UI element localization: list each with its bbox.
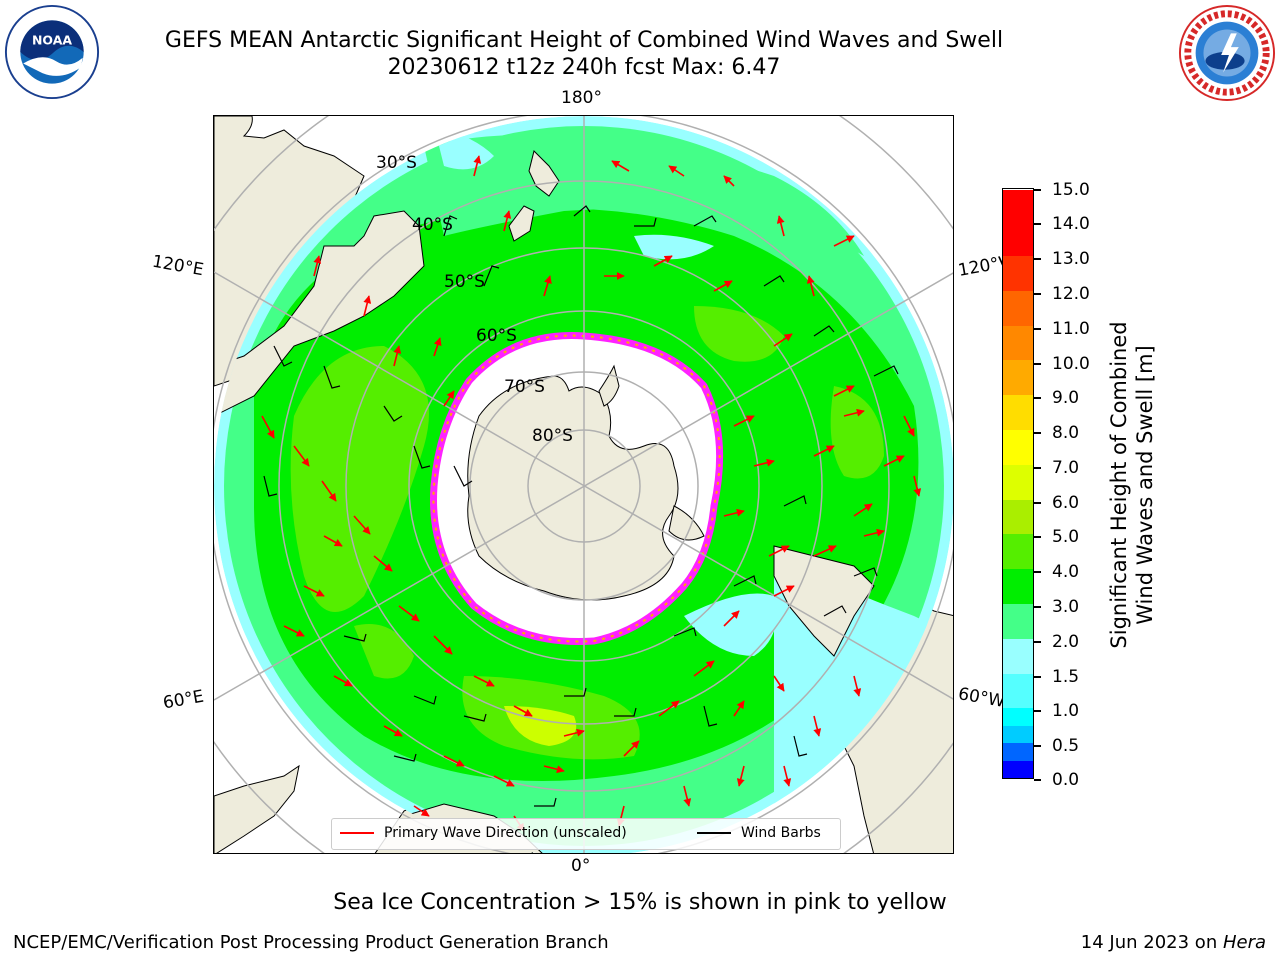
meridian-label-60e: 60°E xyxy=(161,686,206,714)
polar-map xyxy=(214,116,953,853)
legend-wave-label: Primary Wave Direction (unscaled) xyxy=(384,825,627,841)
colorbar-tick-label: 0.0 xyxy=(1052,770,1080,790)
colorbar-tick xyxy=(1034,397,1041,399)
colorbar-segment xyxy=(1003,190,1033,256)
meridian-label-120e: 120°E xyxy=(150,251,206,281)
colorbar-tick-label: 6.0 xyxy=(1052,493,1080,513)
colorbar-title-line1: Significant Height of Combined xyxy=(1107,321,1131,649)
lat-label-80s: 80°S xyxy=(532,426,573,446)
legend-wind-item: Wind Barbs xyxy=(697,825,821,841)
footer-date-text: 14 Jun 2023 on xyxy=(1080,932,1223,953)
colorbar-segment xyxy=(1003,325,1033,361)
colorbar-tick-label: 3.0 xyxy=(1052,597,1080,617)
lat-label-50s: 50°S xyxy=(444,272,485,292)
legend-wind-label: Wind Barbs xyxy=(741,825,821,841)
colorbar-tick xyxy=(1034,571,1041,573)
colorbar-segment xyxy=(1003,708,1033,726)
colorbar-tick-label: 14.0 xyxy=(1052,214,1090,234)
colorbar-tick-label: 2.0 xyxy=(1052,632,1080,652)
colorbar-segment xyxy=(1003,499,1033,535)
colorbar-tick-label: 1.5 xyxy=(1052,667,1080,687)
colorbar-tick xyxy=(1034,467,1041,469)
lat-label-40s: 40°S xyxy=(412,215,453,235)
colorbar-tick xyxy=(1034,676,1041,678)
colorbar-tick xyxy=(1034,328,1041,330)
colorbar-tick xyxy=(1034,710,1041,712)
colorbar-segment xyxy=(1003,760,1033,778)
colorbar-tick-label: 9.0 xyxy=(1052,388,1080,408)
wave-arrows xyxy=(261,155,922,832)
colorbar-tick-label: 4.0 xyxy=(1052,562,1080,582)
colorbar-tick-label: 5.0 xyxy=(1052,527,1080,547)
colorbar-segment xyxy=(1003,604,1033,639)
colorbar-segment xyxy=(1003,569,1033,604)
colorbar-tick xyxy=(1034,502,1041,504)
colorbar-tick-label: 1.0 xyxy=(1052,701,1080,721)
colorbar-tick xyxy=(1034,536,1041,538)
lat-label-70s: 70°S xyxy=(504,377,545,397)
footer-date: 14 Jun 2023 on Hera xyxy=(1081,932,1266,953)
meridian-label-180: 180° xyxy=(561,88,602,108)
colorbar-segment xyxy=(1003,725,1033,744)
colorbar-segment xyxy=(1003,360,1033,396)
map-legend: Primary Wave Direction (unscaled) Wind B… xyxy=(331,818,841,850)
colorbar-segment xyxy=(1003,638,1033,674)
colorbar xyxy=(1002,188,1034,779)
colorbar-tick-label: 7.0 xyxy=(1052,458,1080,478)
wind-barbs xyxy=(263,205,899,807)
colorbar-segment xyxy=(1003,464,1033,500)
legend-wind-line-icon xyxy=(697,832,731,834)
colorbar-segment xyxy=(1003,290,1033,326)
colorbar-tick xyxy=(1034,189,1041,191)
colorbar-tick xyxy=(1034,432,1041,434)
footer-credit: NCEP/EMC/Verification Post Processing Pr… xyxy=(13,932,609,953)
lat-label-30s: 30°S xyxy=(376,153,417,173)
colorbar-tick-label: 12.0 xyxy=(1052,284,1090,304)
svg-text:NOAA: NOAA xyxy=(32,32,72,47)
lat-label-60s: 60°S xyxy=(476,326,517,346)
colorbar-segment xyxy=(1003,534,1033,570)
map-panel: 30°S 40°S 50°S 60°S 70°S 80°S Primary Wa… xyxy=(213,115,954,854)
colorbar-tick xyxy=(1034,293,1041,295)
colorbar-tick-label: 8.0 xyxy=(1052,423,1080,443)
colorbar-tick xyxy=(1034,258,1041,260)
colorbar-tick-label: 15.0 xyxy=(1052,180,1090,200)
colorbar-segment xyxy=(1003,430,1033,465)
colorbar-title: Significant Height of Combined Wind Waves… xyxy=(1102,190,1162,780)
chart-title: GEFS MEAN Antarctic Significant Height o… xyxy=(164,28,1004,53)
chart-subtitle: 20230612 t12z 240h fcst Max: 6.47 xyxy=(387,55,781,80)
sea-ice-caption: Sea Ice Concentration > 15% is shown in … xyxy=(333,890,947,915)
sea-ice xyxy=(430,332,724,646)
colorbar-segment xyxy=(1003,743,1033,761)
colorbar-segment xyxy=(1003,256,1033,291)
colorbar-tick xyxy=(1034,641,1041,643)
legend-wave-item: Primary Wave Direction (unscaled) xyxy=(340,825,627,841)
colorbar-tick-label: 13.0 xyxy=(1052,249,1090,269)
colorbar-title-line2: Wind Waves and Swell [m] xyxy=(1133,345,1157,625)
footer-host: Hera xyxy=(1222,932,1266,953)
colorbar-tick xyxy=(1034,779,1041,781)
noaa-logo: NOAA xyxy=(4,4,100,100)
legend-wave-line-icon xyxy=(340,832,374,834)
meridian-label-0: 0° xyxy=(571,856,591,876)
colorbar-tick xyxy=(1034,363,1041,365)
colorbar-segment xyxy=(1003,673,1033,709)
colorbar-tick xyxy=(1034,223,1041,225)
colorbar-tick-label: 10.0 xyxy=(1052,354,1090,374)
meridian-label-60w: 60°W xyxy=(956,684,1007,712)
colorbar-tick xyxy=(1034,606,1041,608)
colorbar-tick xyxy=(1034,745,1041,747)
colorbar-segment xyxy=(1003,395,1033,430)
colorbar-tick-label: 11.0 xyxy=(1052,319,1090,339)
colorbar-tick-label: 0.5 xyxy=(1052,736,1080,756)
nws-logo xyxy=(1178,4,1276,102)
